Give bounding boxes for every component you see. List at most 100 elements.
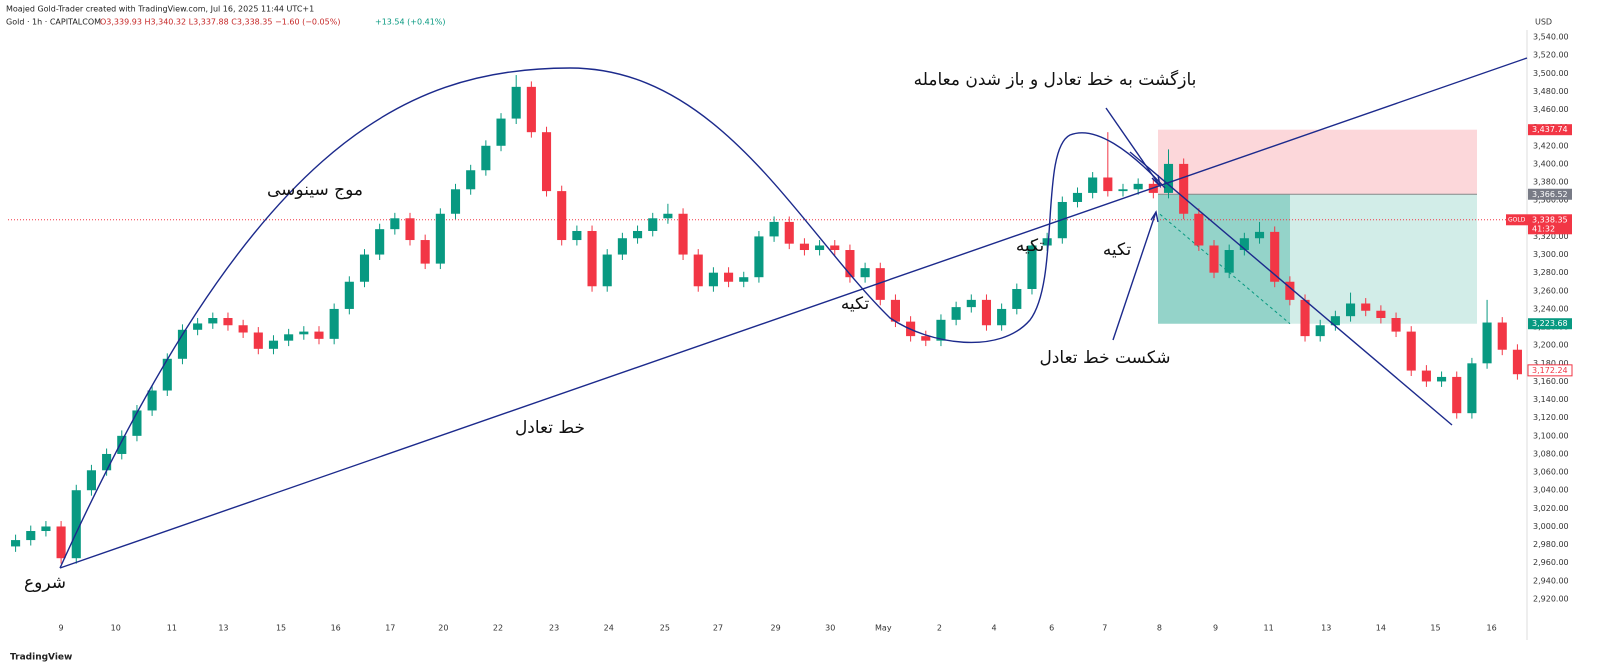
x-tick-label: 27 <box>713 624 723 633</box>
candle-body <box>921 336 931 341</box>
candle-body <box>1497 322 1507 350</box>
candle-body <box>633 230 643 239</box>
y-tick-label: 3,020.00 <box>1533 504 1569 513</box>
candle-body <box>1512 349 1522 375</box>
candle-body <box>1437 376 1447 382</box>
y-tick-label: 3,200.00 <box>1533 341 1569 350</box>
candle-body <box>1012 288 1022 309</box>
x-tick-label: 20 <box>438 624 448 633</box>
candle-body <box>56 526 66 559</box>
candle-body <box>1467 363 1477 414</box>
candle-body <box>648 218 658 231</box>
y-tick-label: 3,360.00 <box>1533 196 1569 205</box>
candle-body <box>1224 250 1234 273</box>
candle-body <box>541 132 552 192</box>
candle-body <box>1376 310 1386 318</box>
candle-body <box>329 308 339 339</box>
candle-body <box>238 325 248 333</box>
candle-body <box>663 213 673 219</box>
candle-body <box>193 323 203 330</box>
x-tick-label: 15 <box>276 624 286 633</box>
x-tick-label: 16 <box>331 624 341 633</box>
candle-body <box>1163 163 1174 193</box>
y-tick-label: 3,380.00 <box>1533 178 1569 187</box>
candle-body <box>739 277 749 282</box>
stop-zone <box>1158 129 1477 195</box>
candle-body <box>708 272 718 287</box>
candle-body <box>435 213 445 264</box>
x-tick-label: 25 <box>660 624 670 633</box>
candle-body <box>1361 303 1371 311</box>
symbol-label: GOLD <box>1508 216 1526 223</box>
x-tick-label: 2 <box>937 624 942 633</box>
candle-body <box>784 221 794 244</box>
candle-body <box>420 240 430 264</box>
change: +13.54 (+0.41%) <box>375 18 446 27</box>
candle-body <box>1300 299 1310 337</box>
x-tick-label: 8 <box>1157 624 1162 633</box>
x-tick-label: 6 <box>1049 624 1054 633</box>
price-label-box <box>1528 188 1572 200</box>
candle-body <box>1103 177 1113 192</box>
candle-body <box>1179 163 1189 214</box>
candle-body <box>466 170 476 190</box>
countdown: 41:32 <box>1532 224 1555 233</box>
candle-body <box>511 86 521 119</box>
candle-body <box>724 272 734 282</box>
candle-body <box>1482 322 1492 364</box>
candle-body <box>678 213 688 255</box>
candle-body <box>86 470 96 491</box>
y-tick-label: 3,420.00 <box>1533 141 1569 150</box>
candle-body <box>284 334 294 341</box>
y-tick-label: 2,980.00 <box>1533 540 1569 549</box>
candle-body <box>769 221 779 237</box>
annotation: تکیه <box>1103 240 1132 260</box>
arrow <box>1112 211 1157 341</box>
annotation: موج سینوسی <box>267 180 363 200</box>
price-label-box <box>1528 124 1572 136</box>
symbol: Gold · 1h · CAPITALCOM <box>6 18 101 27</box>
candle-body <box>299 331 309 335</box>
y-tick-label: 2,920.00 <box>1533 595 1569 604</box>
arrow-head <box>1150 210 1159 223</box>
price-label-box <box>1527 364 1573 377</box>
candle-body <box>11 540 21 547</box>
candle-body <box>1088 177 1098 193</box>
drawings <box>59 57 1528 569</box>
candle-body <box>1118 189 1128 192</box>
y-tick-label: 3,540.00 <box>1533 33 1569 42</box>
candle-body <box>860 268 870 278</box>
candle-body <box>1209 245 1219 273</box>
candle-body <box>496 118 506 146</box>
candle-body <box>617 238 627 255</box>
x-tick-label: 11 <box>1264 624 1274 633</box>
candle-body <box>966 299 976 308</box>
candle-body <box>981 299 992 326</box>
y-tick-label: 3,400.00 <box>1533 159 1569 168</box>
candle-body <box>754 236 764 278</box>
x-tick-label: 11 <box>167 624 177 633</box>
y-tick-label: 2,940.00 <box>1533 576 1569 585</box>
x-tick-label: 29 <box>771 624 781 633</box>
candle-body <box>1406 331 1416 371</box>
x-tick-label: 7 <box>1102 624 1107 633</box>
candle-body <box>208 318 218 324</box>
x-tick-label: 15 <box>1430 624 1440 633</box>
x-tick-label: 4 <box>992 624 997 633</box>
break-line <box>1129 151 1453 426</box>
price-label: 3,338.35 <box>1532 215 1568 224</box>
candle-body <box>1239 238 1249 251</box>
annotation: تکیه <box>841 294 870 314</box>
candle-body <box>890 299 900 322</box>
candle-body <box>1285 281 1295 300</box>
y-tick-label: 2,960.00 <box>1533 558 1569 567</box>
candle-body <box>1194 213 1204 246</box>
candle-body <box>875 268 885 300</box>
annotation: شروع <box>24 573 66 593</box>
candle-body <box>314 331 324 339</box>
price-label: 3,223.68 <box>1532 319 1568 328</box>
candle-body <box>344 281 354 309</box>
candle-body <box>117 435 127 454</box>
candle-body <box>102 453 112 471</box>
